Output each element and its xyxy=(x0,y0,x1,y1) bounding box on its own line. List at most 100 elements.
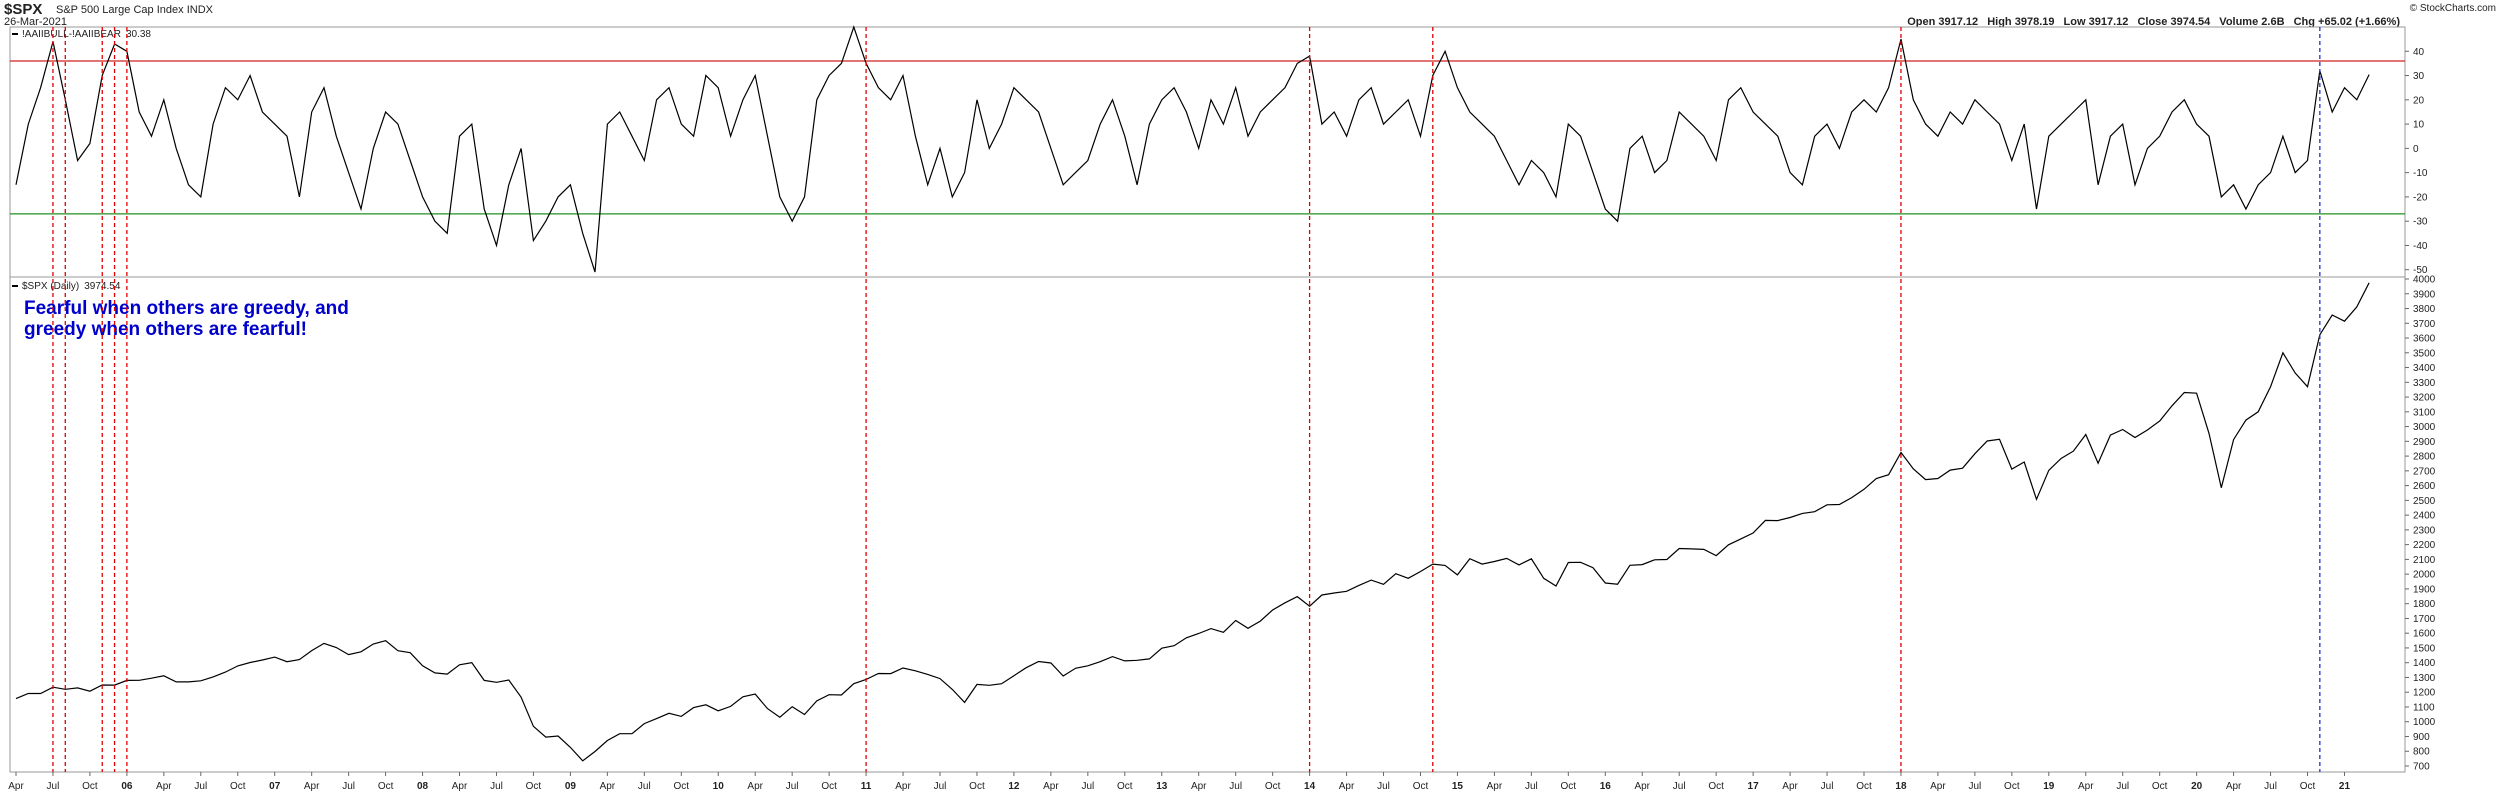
y-tick-label: 3600 xyxy=(2413,334,2436,345)
quote-label: Chg xyxy=(2294,16,2315,28)
x-tick-label: Oct xyxy=(2152,781,2168,792)
x-tick-label: 08 xyxy=(417,781,429,792)
annotation: Fearful when others are greedy, and xyxy=(24,298,349,319)
y-tick-label: -40 xyxy=(2413,241,2428,252)
x-tick-label: Oct xyxy=(2004,781,2020,792)
x-tick-label: Oct xyxy=(1561,781,1577,792)
y-tick-label: 3500 xyxy=(2413,348,2436,359)
quote-label: Close xyxy=(2137,16,2167,28)
y-tick-label: 2500 xyxy=(2413,496,2436,507)
y-tick-label: 3400 xyxy=(2413,363,2436,374)
quote-label: Low xyxy=(2064,16,2086,28)
x-tick-label: Oct xyxy=(1708,781,1724,792)
y-tick-label: 2600 xyxy=(2413,481,2436,492)
x-tick-label: Apr xyxy=(2078,781,2094,792)
y-tick-label: 3000 xyxy=(2413,422,2436,433)
x-tick-label: Jul xyxy=(1229,781,1242,792)
x-tick-label: Oct xyxy=(82,781,98,792)
y-tick-label: 20 xyxy=(2413,95,2425,106)
x-tick-label: Oct xyxy=(969,781,985,792)
symbol: $SPX xyxy=(4,1,42,18)
quote-value: 3917.12 xyxy=(2089,16,2129,28)
x-tick-label: Jul xyxy=(934,781,947,792)
y-tick-label: 3300 xyxy=(2413,378,2436,389)
symbol-name: S&P 500 Large Cap Index INDX xyxy=(56,4,214,16)
x-tick-label: Jul xyxy=(1525,781,1538,792)
exchange: INDX xyxy=(187,4,214,16)
x-tick-label: 07 xyxy=(269,781,281,792)
x-tick-label: Jul xyxy=(2264,781,2277,792)
x-tick-label: Jul xyxy=(1377,781,1390,792)
x-tick-label: Apr xyxy=(1487,781,1503,792)
x-tick-label: Apr xyxy=(1191,781,1207,792)
y-tick-label: 1800 xyxy=(2413,599,2436,610)
y-tick-label: 3100 xyxy=(2413,407,2436,418)
date: 26-Mar-2021 xyxy=(4,16,67,28)
x-tick-label: 16 xyxy=(1600,781,1612,792)
x-tick-label: Apr xyxy=(1339,781,1355,792)
panel-frame xyxy=(9,276,2406,773)
quote-value: 3974.54 xyxy=(2170,16,2211,28)
x-tick-label: Jul xyxy=(1968,781,1981,792)
quote-label: Open xyxy=(1907,16,1935,28)
x-tick-label: 12 xyxy=(1008,781,1020,792)
y-tick-label: 3200 xyxy=(2413,393,2436,404)
y-tick-label: -50 xyxy=(2413,265,2428,276)
y-tick-label: 4000 xyxy=(2413,275,2436,286)
y-tick-label: 2400 xyxy=(2413,511,2436,522)
y-tick-label: 2200 xyxy=(2413,540,2436,551)
x-tick-label: Oct xyxy=(821,781,837,792)
series-line xyxy=(15,25,2370,273)
x-tick-label: 06 xyxy=(121,781,133,792)
x-tick-label: Oct xyxy=(230,781,246,792)
series-line xyxy=(15,282,2370,762)
x-tick-label: 18 xyxy=(1895,781,1907,792)
y-tick-label: 900 xyxy=(2413,732,2430,743)
x-tick-label: 15 xyxy=(1452,781,1464,792)
x-tick-label: Oct xyxy=(1117,781,1133,792)
x-tick-label: Apr xyxy=(304,781,320,792)
x-tick-label: Apr xyxy=(1782,781,1798,792)
x-tick-label: Jul xyxy=(638,781,651,792)
x-tick-label: Oct xyxy=(1265,781,1281,792)
name: S&P 500 Large Cap Index xyxy=(56,4,184,16)
x-tick-label: 19 xyxy=(2043,781,2055,792)
y-tick-label: -20 xyxy=(2413,192,2428,203)
legend: !AAIIBULL-!AAIIBEAR 30.38 xyxy=(22,29,151,40)
x-tick-label: Apr xyxy=(895,781,911,792)
y-tick-label: 3900 xyxy=(2413,289,2436,300)
y-tick-label: 1000 xyxy=(2413,717,2436,728)
quote-label: High xyxy=(1987,16,2012,28)
x-tick-label: Apr xyxy=(8,781,24,792)
quote-label: Volume xyxy=(2219,16,2258,28)
y-tick-label: 1300 xyxy=(2413,673,2436,684)
x-tick-label: 21 xyxy=(2339,781,2351,792)
x-tick-label: Jul xyxy=(490,781,503,792)
copyright: © StockCharts.com xyxy=(2410,3,2496,14)
legend-last-value: 30.38 xyxy=(126,29,151,40)
x-tick-label: Oct xyxy=(1856,781,1872,792)
x-tick-label: Jul xyxy=(2116,781,2129,792)
quote-value: +65.02 (+1.66%) xyxy=(2318,16,2400,28)
x-tick-label: Apr xyxy=(1930,781,1946,792)
y-tick-label: 1600 xyxy=(2413,629,2436,640)
quote-value: 3978.19 xyxy=(2015,16,2055,28)
x-tick-label: Apr xyxy=(2226,781,2242,792)
x-tick-label: Jul xyxy=(786,781,799,792)
x-tick-label: 17 xyxy=(1748,781,1760,792)
y-tick-label: 1500 xyxy=(2413,643,2436,654)
x-tick-label: 20 xyxy=(2191,781,2203,792)
x-tick-label: Oct xyxy=(673,781,689,792)
x-tick-label: Oct xyxy=(2300,781,2316,792)
x-tick-label: Apr xyxy=(600,781,616,792)
annotation: greedy when others are fearful! xyxy=(24,319,307,340)
x-tick-label: 13 xyxy=(1156,781,1168,792)
x-tick-label: Apr xyxy=(1634,781,1650,792)
x-tick-label: Jul xyxy=(342,781,355,792)
y-tick-label: 10 xyxy=(2413,120,2425,131)
y-tick-label: 700 xyxy=(2413,762,2430,773)
y-tick-label: 1100 xyxy=(2413,702,2435,713)
y-tick-label: -10 xyxy=(2413,168,2428,179)
x-tick-label: Oct xyxy=(378,781,394,792)
